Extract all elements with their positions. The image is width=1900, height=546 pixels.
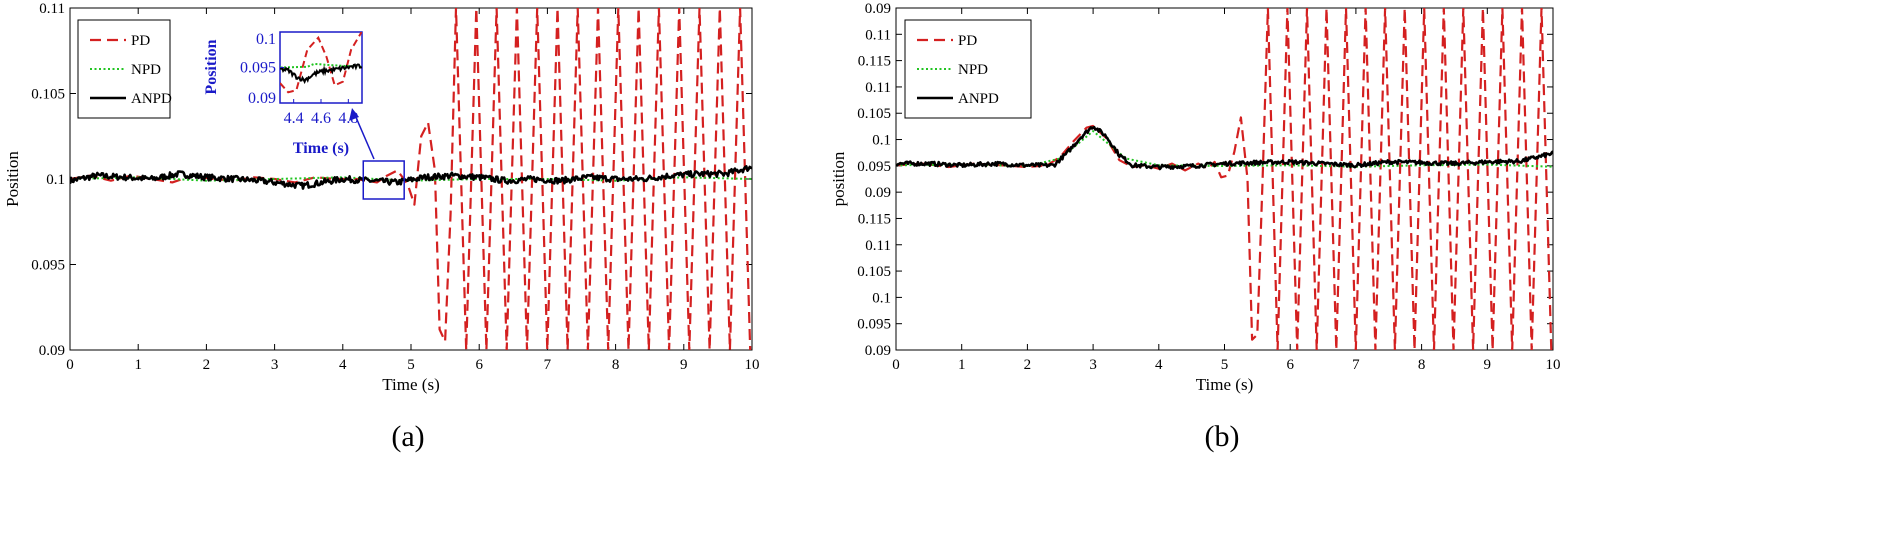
- legend-label-pd: PD: [131, 33, 150, 49]
- x-tick-label: 3: [1089, 357, 1097, 373]
- series-line-anpd: [896, 125, 1553, 171]
- y-tick-label: 0.11: [865, 238, 891, 254]
- x-tick-label: 3: [271, 357, 279, 373]
- legend-label-anpd: ANPD: [958, 91, 999, 107]
- y-tick-label: 0.09: [865, 185, 891, 201]
- x-tick-label: 9: [1484, 357, 1492, 373]
- y-tick-label: 0.115: [858, 211, 891, 227]
- x-tick-label: 2: [203, 357, 211, 373]
- x-axis-label: Time (s): [382, 375, 439, 394]
- y-tick-label: 0.09: [865, 1, 891, 17]
- x-tick-label: 6: [1286, 357, 1294, 373]
- y-tick-label: 0.105: [857, 264, 891, 280]
- y-tick-label: 0.095: [857, 159, 891, 175]
- x-tick-label: 8: [612, 357, 620, 373]
- x-tick-label: 2: [1024, 357, 1032, 373]
- zoom-arrow-head: [349, 108, 359, 121]
- y-tick-label: 0.11: [39, 1, 65, 17]
- inset-y-tick-label: 0.1: [256, 31, 276, 48]
- y-tick-label: 0.095: [31, 258, 65, 274]
- inset-y-tick-label: 0.095: [240, 60, 276, 77]
- legend-label-anpd: ANPD: [131, 91, 172, 107]
- inset-x-tick-label: 4.4: [284, 110, 304, 127]
- x-tick-label: 0: [66, 357, 74, 373]
- x-tick-label: 9: [680, 357, 688, 373]
- x-tick-label: 5: [1221, 357, 1229, 373]
- inset-line-npd: [280, 62, 362, 69]
- y-axis-label: Position: [3, 151, 22, 207]
- panel-label: (a): [391, 420, 424, 453]
- y-tick-label: 0.09: [865, 343, 891, 359]
- x-tick-label: 1: [958, 357, 966, 373]
- x-tick-label: 4: [339, 357, 347, 373]
- zoom-region-box: [362, 160, 405, 200]
- y-tick-label: 0.1: [872, 290, 891, 306]
- x-tick-label: 10: [745, 357, 760, 373]
- x-tick-label: 7: [1352, 357, 1360, 373]
- y-tick-label: 0.11: [865, 27, 891, 43]
- y-tick-label: 0.115: [858, 54, 891, 70]
- inset-series-group: [280, 32, 362, 94]
- plot-series-group: [896, 8, 1553, 350]
- panel-b: 0 1 2 3 4 5 6 7 8 9 10 0.09 0.095 0.1 0.105 0.11 0.115 0.…: [829, 1, 1561, 453]
- y-tick-label: 0.1: [872, 133, 891, 149]
- panel-label: (b): [1205, 420, 1240, 453]
- y-axis-label: position: [829, 151, 848, 206]
- x-tick-label: 5: [407, 357, 415, 373]
- series-line-anpd: [70, 165, 752, 190]
- inset-y-tick-label: 0.09: [248, 90, 276, 107]
- legend-box: [77, 19, 171, 119]
- zoom-arrow-line: [354, 114, 375, 160]
- plot-series-group: [70, 8, 752, 350]
- panel-a: 0 1 2 3 4 5 6 7 8 9 10 0.09 0.095 0.1 0.105 0.11 Time (s…: [3, 1, 760, 453]
- y-tick-label: 0.11: [865, 80, 891, 96]
- x-tick-label: 8: [1418, 357, 1426, 373]
- y-tick-label: 0.09: [39, 343, 65, 359]
- inset-y-axis-label: Position: [203, 39, 220, 94]
- x-axis-label: Time (s): [1196, 375, 1253, 394]
- x-tick-label: 10: [1546, 357, 1561, 373]
- x-tick-label: 0: [892, 357, 900, 373]
- y-tick-label: 0.1: [46, 172, 65, 188]
- legend-label-pd: PD: [958, 33, 977, 49]
- inset-line-anpd: [280, 63, 362, 85]
- legend-label-npd: NPD: [131, 62, 161, 78]
- inset-x-tick-label: 4.6: [311, 110, 331, 127]
- x-tick-label: 1: [134, 357, 142, 373]
- legend-label-npd: NPD: [958, 62, 988, 78]
- y-tick-label: 0.095: [857, 317, 891, 333]
- y-tick-label: 0.105: [31, 87, 65, 103]
- x-tick-label: 7: [544, 357, 552, 373]
- inset-x-axis-label: Time (s): [293, 140, 349, 157]
- y-tick-label: 0.105: [857, 106, 891, 122]
- x-tick-label: 6: [475, 357, 483, 373]
- x-tick-label: 4: [1155, 357, 1163, 373]
